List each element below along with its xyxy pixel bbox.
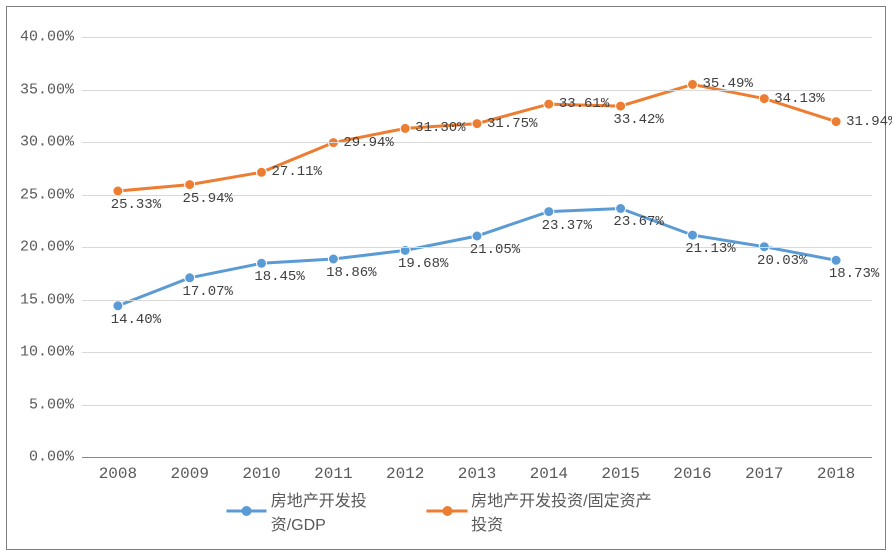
x-tick-label: 2017 [745,465,783,483]
y-tick-label: 30.00% [7,134,74,151]
legend-item-1: 房地产开发投资/GDP [227,487,409,535]
x-tick-label: 2013 [458,465,496,483]
y-tick-label: 35.00% [7,81,74,98]
series-marker [400,123,410,133]
value-label: 31.30% [415,120,465,136]
value-label: 25.33% [111,197,161,213]
series-marker [831,255,841,265]
legend-label-2: 房地产开发投资/固定资产投资 [471,487,665,535]
y-tick-label: 40.00% [7,29,74,46]
series-marker [328,254,338,264]
gridline [82,90,872,91]
series-marker [759,94,769,104]
value-label: 23.67% [613,214,663,230]
series-marker [185,180,195,190]
legend-swatch-2 [427,502,467,520]
series-marker [185,273,195,283]
y-tick-label: 0.00% [7,449,74,466]
value-label: 33.61% [559,96,609,112]
value-label: 19.68% [398,256,448,272]
y-tick-label: 15.00% [7,291,74,308]
x-tick-label: 2012 [386,465,424,483]
y-tick-label: 20.00% [7,239,74,256]
value-label: 21.13% [685,241,735,257]
value-label: 31.75% [487,116,537,132]
chart-frame: 0.00% 5.00% 10.00% 15.00% 20.00% 25.00% 30.00%… [6,6,886,550]
value-label: 18.86% [326,265,376,281]
legend-label-1: 房地产开发投资/GDP [271,487,409,535]
x-tick-label: 2008 [99,465,137,483]
series-marker [472,231,482,241]
x-tick-label: 2011 [314,465,352,483]
value-label: 14.40% [111,312,161,328]
y-tick-label: 5.00% [7,396,74,413]
legend-item-2: 房地产开发投资/固定资产投资 [427,487,666,535]
gridline [82,457,872,458]
value-label: 23.37% [542,218,592,234]
value-label: 17.07% [183,284,233,300]
x-tick-label: 2018 [817,465,855,483]
gridline [82,37,872,38]
x-tick-label: 2016 [673,465,711,483]
value-label: 31.94% [846,114,892,130]
legend-swatch-1 [227,502,267,520]
series-marker [544,207,554,217]
series-marker [544,99,554,109]
value-label: 18.45% [254,269,304,285]
x-tick-label: 2010 [242,465,280,483]
value-label: 35.49% [702,76,752,92]
legend: 房地产开发投资/GDP 房地产开发投资/固定资产投资 [227,487,666,535]
value-label: 34.13% [774,91,824,107]
x-tick-label: 2015 [601,465,639,483]
value-label: 18.73% [829,266,879,282]
y-tick-label: 25.00% [7,186,74,203]
value-label: 21.05% [470,242,520,258]
series-marker [257,258,267,268]
series-marker [616,101,626,111]
y-tick-label: 10.00% [7,344,74,361]
series-line [118,84,836,191]
series-marker [831,117,841,127]
gridline [82,405,872,406]
x-tick-label: 2009 [171,465,209,483]
series-marker [113,301,123,311]
x-tick-label: 2014 [530,465,568,483]
value-label: 33.42% [613,112,663,128]
series-marker [472,119,482,129]
gridline [82,142,872,143]
value-label: 20.03% [757,253,807,269]
series-marker [257,167,267,177]
series-marker [688,79,698,89]
value-label: 27.11% [272,164,322,180]
value-label: 25.94% [183,191,233,207]
value-label: 29.94% [343,135,393,151]
series-marker [688,230,698,240]
gridline [82,352,872,353]
series-marker [616,204,626,214]
